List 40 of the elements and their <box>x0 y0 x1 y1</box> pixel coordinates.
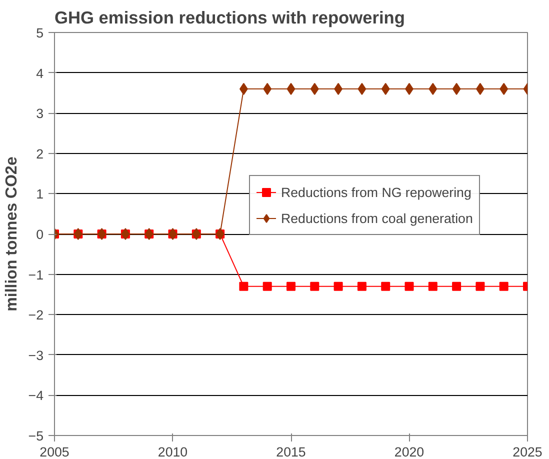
chart-title: GHG emission reductions with repowering <box>54 8 405 28</box>
point <box>286 282 296 291</box>
point <box>381 82 390 95</box>
point <box>499 282 508 291</box>
y-tick-label: 0 <box>36 227 44 242</box>
point <box>452 282 462 291</box>
point <box>263 82 272 95</box>
point <box>452 82 461 95</box>
y-tick-label: 2 <box>36 146 44 162</box>
y-tick-label: −3 <box>28 348 44 363</box>
y-tick-label: 1 <box>36 186 44 202</box>
point <box>500 82 508 95</box>
point <box>334 282 343 291</box>
point <box>381 282 390 291</box>
point <box>262 282 272 291</box>
point <box>428 282 438 291</box>
y-tick-label: 4 <box>36 66 44 81</box>
y-tick-label: 5 <box>36 26 44 40</box>
point <box>310 82 319 95</box>
x-tick-label: 2010 <box>158 444 188 459</box>
y-tick-label: 3 <box>36 106 44 122</box>
y-tick-label: −4 <box>28 388 44 404</box>
point <box>428 82 438 95</box>
x-tick-label: 2020 <box>394 444 424 459</box>
point <box>476 282 485 291</box>
y-tick-label: −5 <box>28 428 44 444</box>
point <box>239 282 248 291</box>
x-tick-label: 2025 <box>512 444 542 459</box>
x-tick-label: 2015 <box>276 444 306 459</box>
point <box>286 82 296 95</box>
x-tick-label: 2005 <box>40 444 70 459</box>
y-tick-label: −2 <box>28 308 44 323</box>
y-axis-title: million tonnes CO2e <box>3 156 20 312</box>
point <box>404 282 414 291</box>
point <box>358 82 366 95</box>
legend-label: Reductions from NG repowering <box>281 184 472 200</box>
y-tick-label: −1 <box>28 267 44 282</box>
point <box>310 282 320 291</box>
point <box>357 282 366 291</box>
legend-label: Reductions from coal generation <box>281 210 473 226</box>
